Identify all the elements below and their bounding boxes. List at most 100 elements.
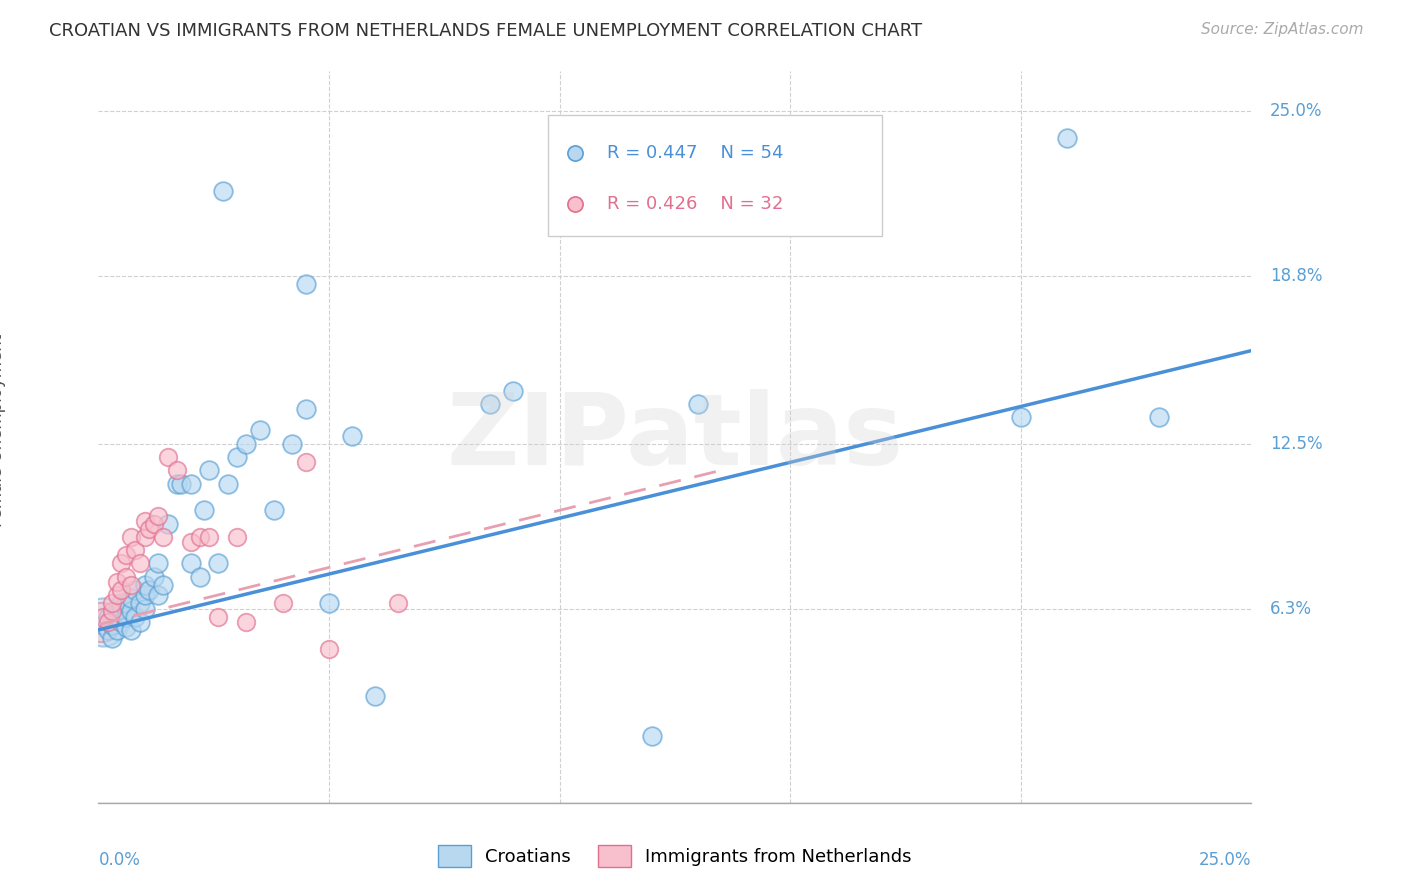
Point [91, 617, 114, 632]
Point [166, 463, 188, 477]
Point [115, 570, 138, 584]
Point [110, 557, 132, 571]
Text: 0.0%: 0.0% [98, 851, 141, 869]
Point [90, 615, 112, 629]
Point [138, 522, 160, 536]
Point [115, 609, 138, 624]
Point [101, 617, 124, 632]
Point [364, 690, 387, 704]
Point [156, 450, 179, 464]
Point [198, 463, 221, 477]
Point [120, 591, 142, 605]
Text: R = 0.426    N = 32: R = 0.426 N = 32 [607, 195, 783, 213]
Point [198, 530, 221, 544]
Point [166, 476, 188, 491]
Point [124, 609, 146, 624]
Point [271, 596, 294, 610]
Point [115, 596, 138, 610]
Point [318, 596, 340, 610]
Point [101, 604, 124, 618]
Point [97, 623, 120, 637]
Point [134, 530, 156, 544]
Point [235, 615, 257, 629]
Point [295, 277, 318, 292]
Point [295, 402, 318, 417]
Point [148, 588, 170, 602]
Point [152, 530, 174, 544]
Point [110, 615, 132, 629]
Point [120, 577, 142, 591]
Point [263, 503, 285, 517]
Point [105, 575, 128, 590]
Point [180, 535, 202, 549]
Point [148, 508, 170, 523]
Point [138, 582, 160, 597]
Point [479, 397, 502, 411]
Point [207, 557, 229, 571]
Point [101, 631, 124, 645]
Legend: Croatians, Immigrants from Netherlands: Croatians, Immigrants from Netherlands [432, 838, 918, 874]
Point [180, 476, 202, 491]
Point [91, 609, 114, 624]
Point [387, 596, 409, 610]
Point [217, 476, 239, 491]
Point [686, 397, 709, 411]
Point [120, 623, 142, 637]
Point [142, 570, 165, 584]
Point [91, 615, 114, 629]
Point [180, 557, 202, 571]
Point [1147, 410, 1170, 425]
Text: ZIPatlas: ZIPatlas [447, 389, 903, 485]
Point [340, 429, 363, 443]
Point [188, 570, 211, 584]
Point [115, 620, 138, 634]
Text: 6.3%: 6.3% [1270, 599, 1312, 617]
Point [120, 604, 142, 618]
Point [110, 596, 132, 610]
Point [1056, 131, 1078, 145]
Point [124, 543, 146, 558]
Point [212, 184, 235, 198]
Point [105, 623, 128, 637]
Point [641, 729, 664, 743]
Point [225, 530, 247, 544]
Point [101, 609, 124, 624]
Text: 18.8%: 18.8% [1270, 268, 1322, 285]
Point [235, 436, 257, 450]
Point [134, 588, 156, 602]
Point [101, 596, 124, 610]
Point [134, 577, 156, 591]
Point [188, 530, 211, 544]
Text: 25.0%: 25.0% [1270, 103, 1322, 120]
Point [1010, 410, 1032, 425]
Point [129, 596, 152, 610]
Point [249, 424, 271, 438]
Point [110, 601, 132, 615]
Text: Source: ZipAtlas.com: Source: ZipAtlas.com [1201, 22, 1364, 37]
Point [193, 503, 215, 517]
Point [105, 604, 128, 618]
Point [115, 549, 138, 563]
Point [134, 514, 156, 528]
Point [129, 557, 152, 571]
Point [225, 450, 247, 464]
Point [502, 384, 524, 398]
Point [97, 615, 120, 629]
Point [105, 588, 128, 602]
Point [318, 641, 340, 656]
Point [120, 530, 142, 544]
Point [156, 516, 179, 531]
Point [124, 582, 146, 597]
Text: 12.5%: 12.5% [1270, 434, 1323, 453]
Point [97, 609, 120, 624]
Point [129, 615, 152, 629]
Text: R = 0.447    N = 54: R = 0.447 N = 54 [607, 144, 783, 162]
Text: 25.0%: 25.0% [1199, 851, 1251, 869]
Point [170, 476, 193, 491]
Point [295, 455, 318, 469]
Point [110, 582, 132, 597]
Text: Female Unemployment: Female Unemployment [0, 334, 6, 527]
Point [148, 557, 170, 571]
Point [281, 436, 304, 450]
Point [207, 609, 229, 624]
